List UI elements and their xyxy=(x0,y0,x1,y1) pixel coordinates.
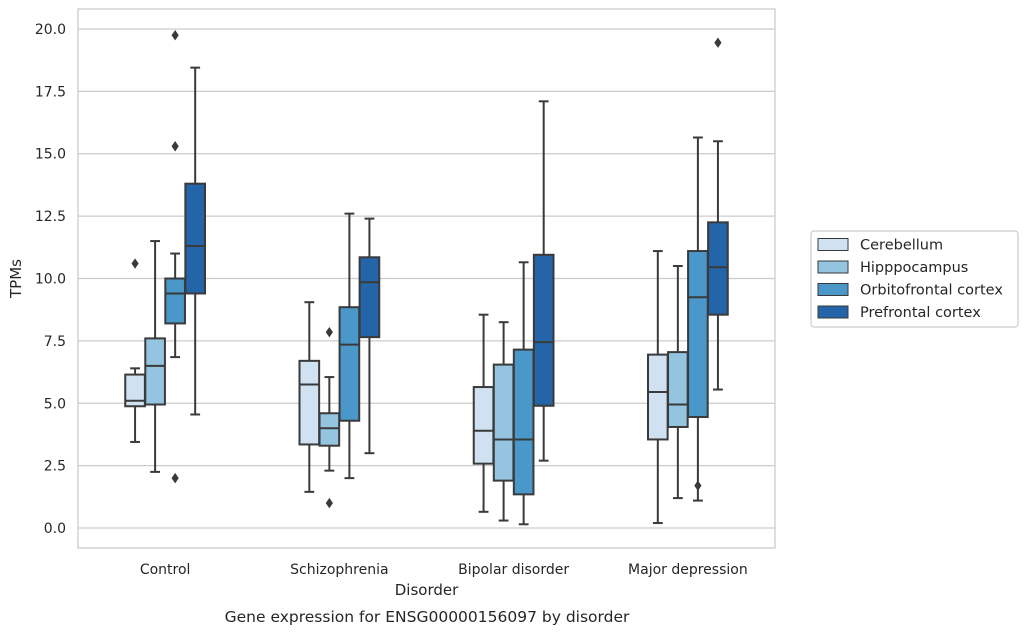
y-tick-label: 2.5 xyxy=(44,459,66,475)
y-tick-label: 20.0 xyxy=(35,22,66,38)
box-iqr xyxy=(184,182,207,295)
box-orbitofrontal-cortex xyxy=(164,30,186,484)
box-hipppocampus xyxy=(667,265,689,500)
box-iqr xyxy=(298,359,321,446)
box-prefrontal-cortex xyxy=(532,100,555,462)
x-tick-label: Schizophrenia xyxy=(290,562,388,578)
legend-label: Prefrontal cortex xyxy=(860,305,981,321)
box-iqr xyxy=(512,348,535,496)
box-iqr xyxy=(532,253,555,407)
x-tick-label: Major depression xyxy=(628,562,748,578)
y-tick-label: 7.5 xyxy=(44,334,66,350)
legend-label: Hipppocampus xyxy=(860,260,968,276)
box-hipppocampus xyxy=(318,326,341,509)
legend-swatch xyxy=(817,305,849,319)
box-orbitofrontal-cortex xyxy=(512,261,535,526)
x-tick-labels: Control Schizophrenia Bipolar disorder Majo… xyxy=(140,562,748,578)
box-iqr xyxy=(707,221,729,316)
box-prefrontal-cortex xyxy=(358,217,381,455)
y-tick-label: 0.0 xyxy=(44,521,66,537)
box-prefrontal-cortex xyxy=(707,37,729,391)
x-tick-label: Bipolar disorder xyxy=(458,562,569,578)
box-iqr xyxy=(164,277,186,325)
outlier-point xyxy=(171,30,179,41)
chart-caption: Gene expression for ENSG00000156097 by d… xyxy=(225,608,630,626)
box-iqr xyxy=(472,386,495,465)
x-axis-label: Disorder xyxy=(395,581,459,599)
box-iqr xyxy=(318,412,341,447)
box-cerebellum xyxy=(472,313,495,513)
boxes xyxy=(124,30,729,526)
legend-swatch xyxy=(817,238,849,251)
outlier-point xyxy=(325,497,333,509)
box-cerebellum xyxy=(124,258,146,443)
box-iqr xyxy=(144,337,166,406)
box-iqr xyxy=(646,353,669,441)
legend-label: Orbitofrontal cortex xyxy=(860,283,1003,299)
y-tick-label: 5.0 xyxy=(44,396,66,412)
box-orbitofrontal-cortex xyxy=(687,136,709,502)
box-cerebellum xyxy=(298,301,321,493)
box-orbitofrontal-cortex xyxy=(338,212,361,480)
outlier-point xyxy=(714,37,722,48)
outlier-point xyxy=(171,141,179,152)
box-hipppocampus xyxy=(144,240,166,473)
y-tick-label: 17.5 xyxy=(35,84,66,100)
outlier-point xyxy=(325,326,333,338)
y-axis-label: TPMs xyxy=(7,259,25,299)
legend-label: Cerebellum xyxy=(860,238,943,254)
box-iqr xyxy=(667,351,689,428)
legend-swatch xyxy=(817,260,849,274)
y-tick-label: 10.0 xyxy=(35,272,66,288)
y-tick-label: 12.5 xyxy=(35,209,66,225)
outlier-point xyxy=(131,258,139,269)
y-tick-label: 15.0 xyxy=(35,147,66,163)
box-prefrontal-cortex xyxy=(184,66,207,416)
outlier-point xyxy=(171,472,179,484)
legend-swatch xyxy=(817,283,849,296)
box-cerebellum xyxy=(646,250,669,525)
box-hipppocampus xyxy=(492,321,515,522)
box-iqr xyxy=(687,250,709,418)
outlier-point xyxy=(694,480,702,491)
plot-frame xyxy=(77,8,776,549)
box-iqr xyxy=(338,306,361,422)
box-iqr xyxy=(492,363,515,482)
legend: Cerebellum Hipppocampus Orbitofrontal cort… xyxy=(810,230,1019,328)
x-tick-label: Control xyxy=(140,562,191,578)
box-iqr xyxy=(358,256,381,339)
y-tick-labels: 0.0 2.5 5.0 7.5 10.0 12.5 15.0 17.5 20.0 xyxy=(35,22,66,537)
legend-frame xyxy=(810,230,1019,328)
